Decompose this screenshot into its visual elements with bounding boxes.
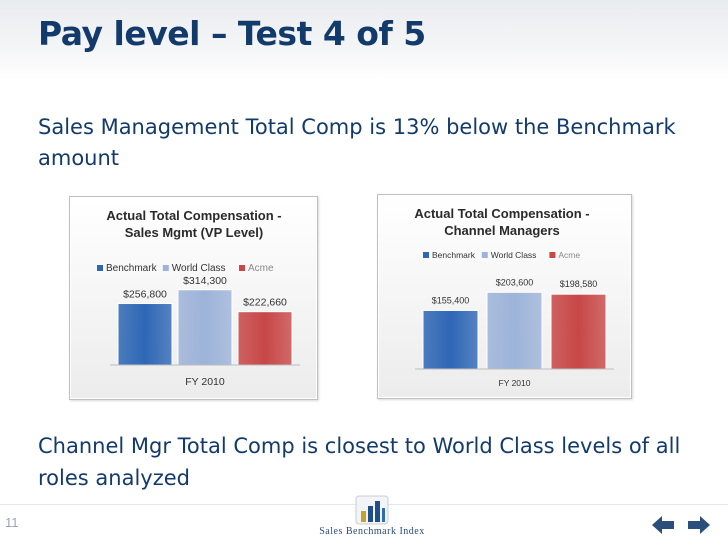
x-tick-label: FY 2010 (185, 376, 225, 388)
chart-title-line: Actual Total Compensation - (106, 208, 281, 223)
legend-label: Benchmark (432, 250, 476, 260)
bar-acme (237, 311, 293, 366)
bar-benchmark (117, 303, 173, 366)
sales-benchmark-index-logo: Sales Benchmark Index (312, 493, 432, 543)
legend-label: Acme (558, 250, 580, 260)
next-slide-button[interactable] (686, 514, 712, 536)
legend-swatch (162, 265, 169, 271)
legend-swatch (481, 252, 488, 258)
arrow-left-icon (652, 516, 674, 534)
arrow-right-icon (688, 516, 710, 534)
legend-swatch (423, 252, 429, 258)
sales-mgmt-chart: Actual Total Compensation - Sales Mgmt (V… (69, 196, 318, 400)
legend-label: World Class (172, 263, 226, 274)
page-number: 11 (5, 515, 19, 530)
legend-swatch (239, 265, 245, 271)
logo-text: Sales Benchmark Index (319, 526, 425, 537)
title-band (0, 0, 728, 80)
bar-benchmark (422, 309, 479, 370)
legend-swatch (97, 265, 103, 271)
bar-world-class (177, 289, 233, 366)
x-tick-label: FY 2010 (499, 378, 531, 388)
data-label: $314,300 (183, 275, 227, 287)
channel-mgr-summary: Channel Mgr Total Comp is closest to Wor… (38, 434, 681, 490)
sales-mgmt-summary: Sales Management Total Comp is 13% below… (38, 115, 676, 170)
data-label: $222,660 (243, 297, 287, 309)
bar-acme (550, 293, 607, 370)
column-bars-logo-icon (355, 495, 389, 525)
bar-world-class (486, 291, 543, 370)
data-label: $198,580 (560, 279, 598, 289)
data-label: $203,600 (496, 277, 534, 287)
legend-label: Acme (248, 263, 274, 274)
slide-title: Pay level – Test 4 of 5 (38, 14, 426, 53)
data-label: $256,800 (123, 289, 167, 301)
legend-label: Benchmark (106, 263, 158, 274)
legend-label: World Class (491, 250, 537, 260)
chart-svg: Actual Total Compensation - Channel Manag… (379, 196, 630, 397)
chart-title-line: Sales Mgmt (VP Level) (125, 225, 263, 240)
data-label: $155,400 (432, 295, 470, 305)
chart-title-line: Channel Managers (444, 223, 560, 238)
chart-svg: Actual Total Compensation - Sales Mgmt (V… (71, 198, 316, 398)
chart-title-line: Actual Total Compensation - (414, 206, 589, 221)
channel-managers-chart: Actual Total Compensation - Channel Manag… (377, 194, 632, 399)
legend-swatch (549, 252, 556, 258)
previous-slide-button[interactable] (650, 514, 676, 536)
